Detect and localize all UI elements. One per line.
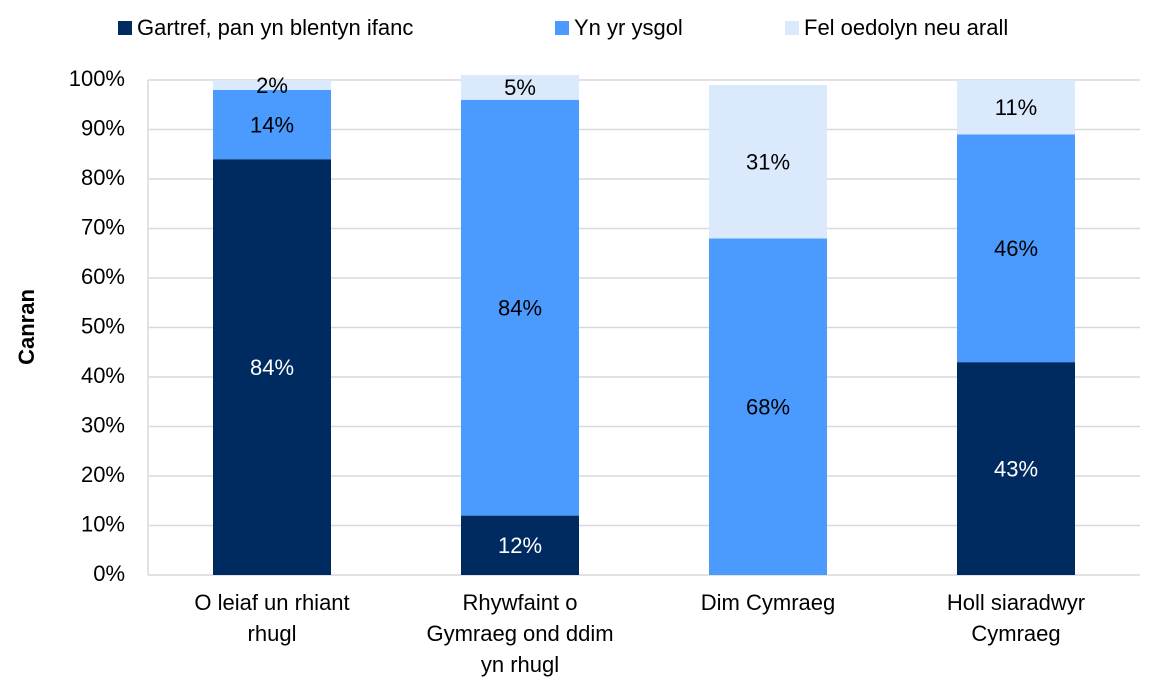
bar-segment bbox=[461, 75, 579, 100]
data-label: 84% bbox=[250, 355, 294, 380]
legend-swatch bbox=[118, 21, 132, 35]
bar-segment bbox=[957, 80, 1075, 135]
legend-label: Yn yr ysgol bbox=[574, 15, 683, 40]
legend-swatch bbox=[785, 21, 799, 35]
bar-segment bbox=[957, 362, 1075, 575]
data-label: 68% bbox=[746, 395, 790, 420]
bar-segment bbox=[957, 134, 1075, 363]
y-tick-label: 10% bbox=[81, 511, 125, 536]
x-tick-label: Dim Cymraeg bbox=[700, 590, 836, 615]
legend-label: Gartref, pan yn blentyn ifanc bbox=[137, 15, 413, 40]
legend-swatch bbox=[555, 21, 569, 35]
bar-segment bbox=[461, 515, 579, 575]
legend-label: Fel oedolyn neu arall bbox=[804, 15, 1008, 40]
y-tick-label: 30% bbox=[81, 412, 125, 437]
data-label: 11% bbox=[995, 95, 1037, 120]
bar-segment bbox=[709, 238, 827, 575]
data-label: 2% bbox=[256, 73, 288, 98]
y-tick-label: 40% bbox=[81, 363, 125, 388]
y-axis-title: Canran bbox=[14, 289, 39, 365]
data-label: 14% bbox=[250, 112, 294, 137]
y-tick-label: 100% bbox=[69, 66, 125, 91]
x-tick-label: Holl siaradwyr Cymraeg bbox=[946, 590, 1086, 646]
bar-segment bbox=[213, 80, 331, 90]
x-tick-label: O leiaf un rhiant rhugl bbox=[194, 590, 350, 646]
bar-segment bbox=[213, 89, 331, 160]
data-label: 5% bbox=[504, 75, 536, 100]
bar-segment bbox=[213, 159, 331, 575]
y-tick-label: 90% bbox=[81, 115, 125, 140]
data-label: 43% bbox=[994, 456, 1038, 481]
y-tick-label: 50% bbox=[81, 313, 125, 338]
y-tick-label: 0% bbox=[93, 561, 125, 586]
bar-segment bbox=[709, 84, 827, 239]
data-label: 46% bbox=[994, 236, 1038, 261]
y-tick-label: 20% bbox=[81, 462, 125, 487]
data-label: 12% bbox=[498, 533, 542, 558]
bar-segment bbox=[461, 99, 579, 516]
y-tick-label: 80% bbox=[81, 165, 125, 190]
y-tick-label: 60% bbox=[81, 264, 125, 289]
data-label: 84% bbox=[498, 296, 542, 321]
x-tick-label: Rhywfaint o Gymraeg ond ddim yn rhugl bbox=[426, 590, 614, 677]
y-tick-label: 70% bbox=[81, 214, 125, 239]
data-label: 31% bbox=[746, 149, 790, 174]
